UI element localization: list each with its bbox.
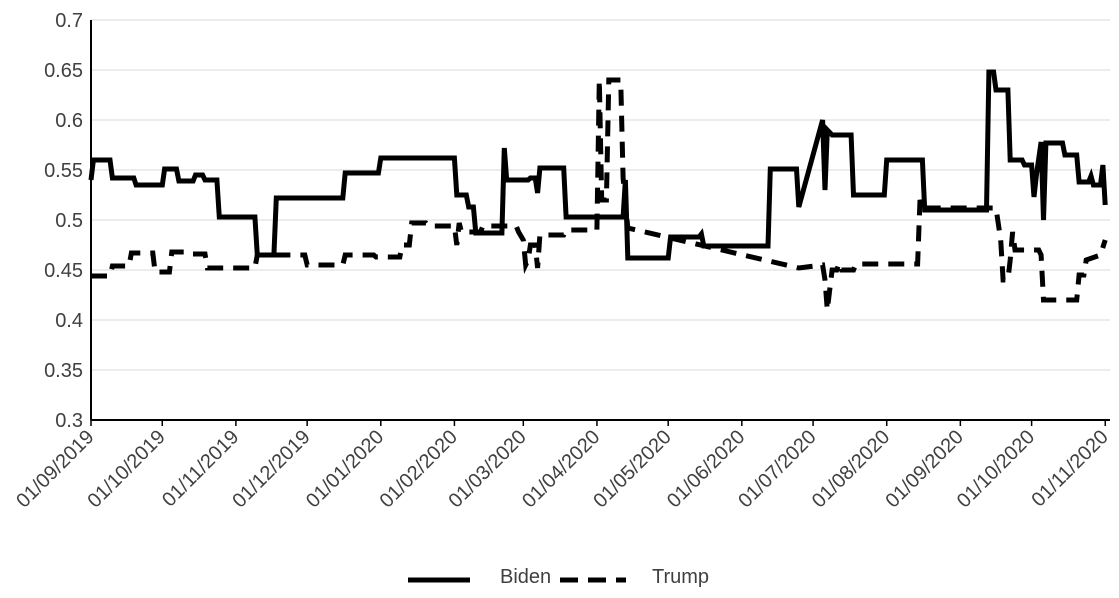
y-tick-label: 0.45 <box>44 260 83 282</box>
y-tick-label: 0.35 <box>44 360 83 382</box>
legend-swatch-solid <box>408 577 470 583</box>
legend-label: Trump <box>652 566 710 588</box>
x-tick-label: 01/10/2020 <box>953 426 1039 512</box>
y-tick-label: 0.3 <box>55 410 83 432</box>
x-tick-label: 01/01/2020 <box>302 426 388 512</box>
y-tick-label: 0.65 <box>44 60 83 82</box>
y-tick-label: 0.55 <box>44 160 83 182</box>
legend: Biden Trump <box>0 566 1119 596</box>
y-tick-label: 0.6 <box>55 110 83 132</box>
x-tick-label: 01/07/2020 <box>734 426 820 512</box>
legend-label: Biden <box>500 566 552 588</box>
x-tick-label: 01/11/2020 <box>1027 426 1112 511</box>
y-tick-label: 0.7 <box>55 10 83 32</box>
x-tick-label: 01/05/2020 <box>589 426 675 512</box>
x-tick-label: 01/08/2020 <box>808 426 894 512</box>
x-tick-label: 01/10/2019 <box>83 426 169 512</box>
y-tick-label: 0.4 <box>55 310 83 332</box>
series-line-biden <box>88 69 1108 261</box>
series-line-trump <box>91 77 1108 311</box>
x-tick-label: 01/12/2019 <box>228 426 314 512</box>
legend-swatch-dashed <box>560 577 626 583</box>
y-tick-label: 0.5 <box>55 210 83 232</box>
